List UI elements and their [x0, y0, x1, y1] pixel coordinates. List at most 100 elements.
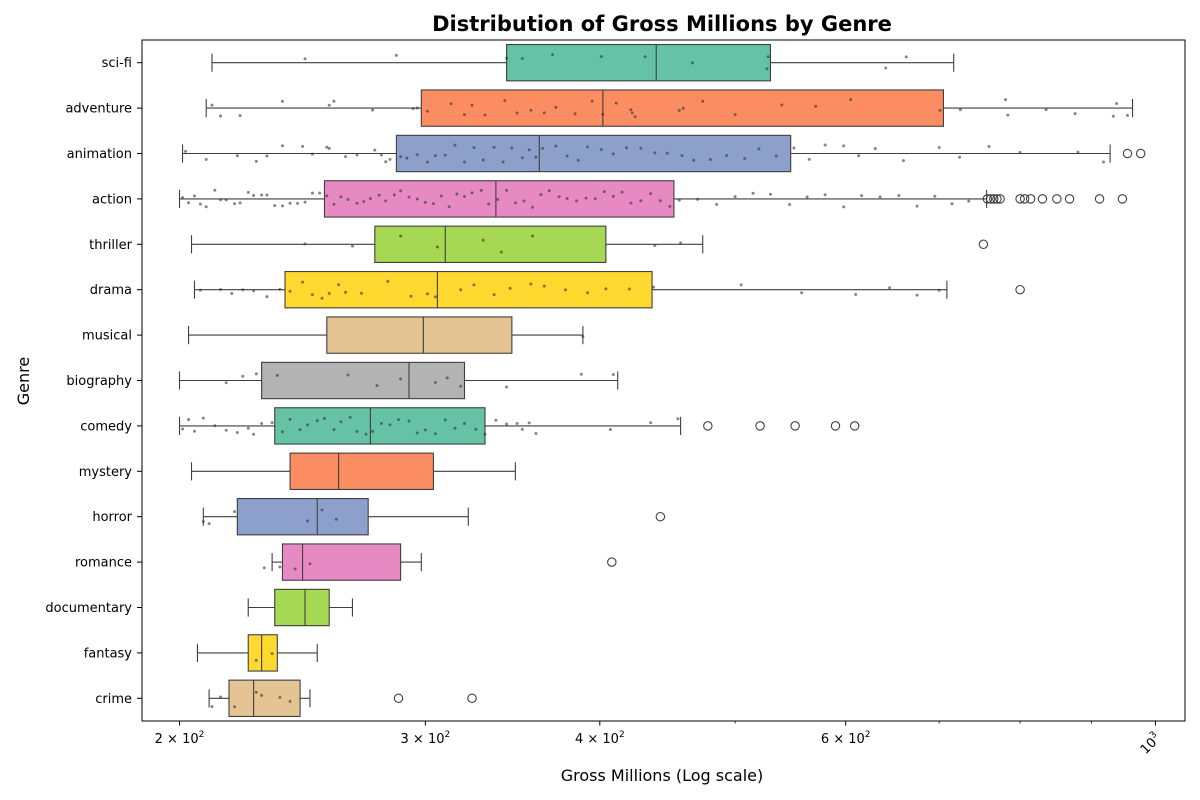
data-point: [565, 196, 569, 200]
box-group-drama: [193, 270, 1025, 309]
data-point: [181, 196, 185, 200]
data-point: [288, 699, 292, 703]
outlier-point: [992, 194, 1002, 204]
data-point: [320, 296, 324, 300]
data-point: [630, 111, 634, 115]
data-point: [332, 99, 336, 103]
data-point: [531, 234, 535, 238]
data-point: [204, 157, 208, 161]
data-point: [306, 423, 310, 427]
data-point: [425, 109, 429, 113]
data-point: [315, 419, 319, 423]
data-point: [399, 189, 403, 193]
data-point: [611, 372, 615, 376]
data-point: [303, 57, 307, 61]
data-point: [494, 418, 498, 422]
data-point: [470, 103, 474, 107]
box-group-mystery: [190, 452, 516, 491]
data-point: [219, 114, 223, 118]
data-point: [235, 154, 239, 158]
y-tick-label: drama: [90, 283, 132, 298]
data-point: [576, 158, 580, 162]
y-tick-label: fantasy: [84, 646, 133, 661]
data-point: [520, 156, 524, 160]
x-tick-label: 4 × 102: [575, 730, 625, 747]
data-point: [254, 658, 258, 662]
data-point: [733, 113, 737, 117]
data-point: [649, 421, 653, 425]
data-point: [397, 418, 401, 422]
data-point: [270, 652, 274, 656]
data-point: [306, 519, 310, 523]
data-point: [201, 520, 205, 524]
data-point: [325, 194, 329, 198]
data-point: [246, 190, 250, 194]
data-point: [260, 693, 264, 697]
data-point: [499, 250, 503, 254]
data-point: [915, 293, 919, 297]
data-point: [677, 108, 681, 112]
data-point: [280, 144, 284, 148]
data-point: [743, 157, 747, 161]
data-point: [601, 112, 605, 116]
outlier-point: [755, 421, 765, 431]
box-group-biography: [178, 361, 619, 400]
data-point: [459, 288, 463, 292]
data-point: [611, 194, 615, 198]
data-point: [958, 155, 962, 159]
data-point: [355, 201, 359, 205]
data-point: [192, 429, 196, 433]
data-point: [551, 53, 555, 57]
data-point: [823, 143, 827, 147]
data-point: [463, 160, 467, 164]
data-point: [463, 422, 467, 426]
data-point: [474, 427, 478, 431]
data-point: [599, 55, 603, 59]
data-point: [564, 288, 568, 292]
data-point: [433, 381, 437, 385]
data-point: [252, 432, 256, 436]
outlier-point: [849, 421, 860, 431]
data-point: [296, 201, 300, 205]
data-point: [542, 284, 546, 288]
data-point: [725, 153, 729, 157]
data-point: [399, 155, 403, 159]
data-point: [371, 429, 375, 433]
data-point: [433, 295, 437, 299]
data-point: [554, 105, 558, 109]
data-point: [409, 294, 413, 298]
data-point: [238, 201, 242, 205]
y-tick-label: crime: [95, 692, 132, 707]
data-point: [483, 113, 487, 117]
outlier-point: [393, 693, 404, 704]
data-point: [310, 152, 314, 156]
box-drama: [284, 270, 653, 309]
data-point: [492, 293, 496, 297]
box-group-animation: [181, 134, 1146, 173]
data-point: [768, 192, 772, 196]
y-tick-label: musical: [82, 329, 132, 344]
data-point: [213, 188, 217, 192]
data-point: [842, 144, 846, 148]
data-point: [280, 204, 284, 208]
data-point: [425, 160, 429, 164]
data-point: [224, 381, 228, 385]
data-point: [388, 423, 392, 427]
data-point: [937, 288, 941, 292]
y-tick-label: animation: [67, 147, 132, 162]
data-point: [278, 287, 282, 291]
data-point: [288, 289, 292, 293]
outlier-point: [978, 239, 989, 250]
data-point: [611, 152, 615, 156]
data-point: [278, 695, 282, 699]
data-point: [496, 197, 500, 201]
y-axis-label: Genre: [14, 357, 33, 405]
data-point: [1073, 112, 1077, 116]
data-point: [254, 372, 258, 376]
x-tick-label: 6 × 102: [821, 730, 871, 747]
data-point: [1125, 113, 1129, 117]
data-point: [541, 146, 545, 150]
data-point: [301, 280, 305, 284]
data-point: [346, 198, 350, 202]
data-point: [210, 705, 214, 709]
